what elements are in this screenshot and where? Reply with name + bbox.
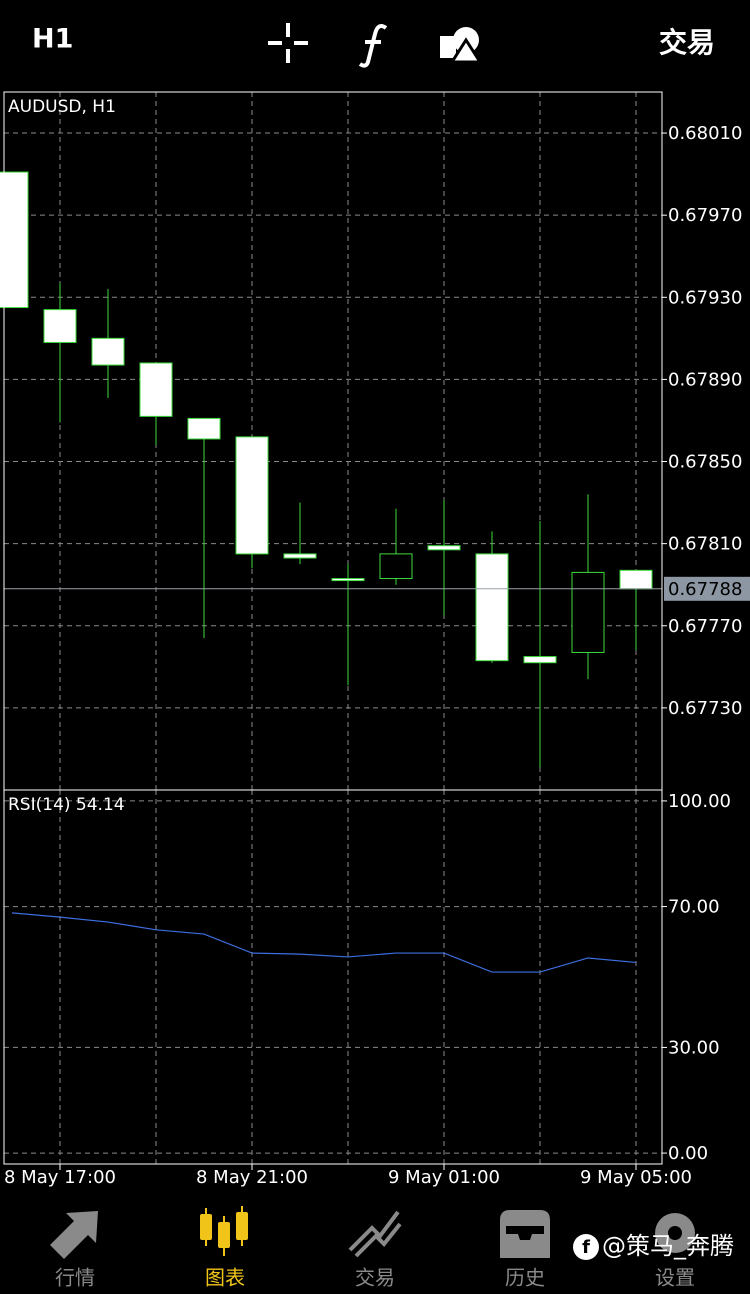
candle-body (91, 337, 125, 366)
x-tick-label: 8 May 17:00 (4, 1167, 116, 1188)
candle-body (619, 569, 653, 590)
y-tick-label: 0.67850 (668, 452, 742, 473)
candle-body (379, 553, 413, 580)
pane-frame (3, 789, 663, 1165)
y-tick-label: 70.00 (668, 897, 720, 918)
last-price-box (664, 576, 750, 601)
y-tick-label: 0.00 (668, 1143, 708, 1164)
pane-title: AUDUSD, H1 (8, 97, 116, 117)
y-tick-label: 0.68010 (668, 123, 742, 144)
nav-label[interactable]: 历史 (505, 1266, 545, 1290)
y-tick-label: 0.67930 (668, 287, 742, 308)
candle-body (235, 436, 269, 555)
objects-icon[interactable] (440, 27, 483, 64)
candle-body (475, 553, 509, 662)
timeframe[interactable]: H1 (32, 24, 73, 55)
y-tick-label: 0.67890 (668, 369, 742, 390)
svg-text:f: f (582, 1237, 590, 1258)
candle-body (43, 309, 77, 343)
chart-area: 0.68010 0.67970 0.67930 0.67890 0.67850 0.678… (0, 91, 750, 1188)
candle-body (139, 362, 173, 417)
watermark-text: @策马_奔腾 (602, 1232, 734, 1260)
candle-body (283, 553, 317, 559)
indicator-icon[interactable] (358, 24, 388, 68)
trade-icon[interactable] (348, 1210, 402, 1258)
candle-body (427, 545, 461, 551)
rsi-line (11, 912, 637, 973)
crosshair-icon[interactable] (268, 23, 308, 63)
y-tick-label: 0.67810 (668, 534, 742, 555)
nav-label[interactable]: 设置 (655, 1266, 695, 1290)
y-tick-label: 0.67970 (668, 205, 742, 226)
settings-icon[interactable] (655, 1213, 695, 1253)
y-tick-label: 30.00 (668, 1037, 720, 1058)
chart-icon[interactable] (200, 1206, 248, 1256)
watermark: f @策马_奔腾 (573, 1232, 734, 1260)
candle-body (331, 578, 365, 582)
candle-body (571, 571, 605, 653)
bottom-nav: 行情 图表 交易 历史 设置 (50, 1206, 695, 1290)
trade-button[interactable]: 交易 (659, 26, 715, 59)
nav-label[interactable]: 图表 (205, 1266, 245, 1290)
last-price-label: 0.67788 (668, 579, 742, 600)
y-tick-label: 100.00 (668, 791, 731, 812)
y-tick-label: 0.67730 (668, 698, 742, 719)
x-tick-label: 9 May 01:00 (388, 1167, 500, 1188)
candle-body (187, 417, 221, 440)
nav-label[interactable]: 行情 (55, 1266, 95, 1290)
candle-body (0, 171, 29, 309)
y-tick-label: 0.67770 (668, 616, 742, 637)
quotes-icon[interactable] (50, 1211, 98, 1259)
x-tick-label: 8 May 21:00 (196, 1167, 308, 1188)
nav-label[interactable]: 交易 (355, 1266, 395, 1290)
candle-body (523, 656, 557, 664)
history-icon[interactable] (500, 1210, 550, 1258)
x-tick-label: 9 May 05:00 (580, 1167, 692, 1188)
pane-title: RSI(14) 54.14 (8, 795, 125, 815)
